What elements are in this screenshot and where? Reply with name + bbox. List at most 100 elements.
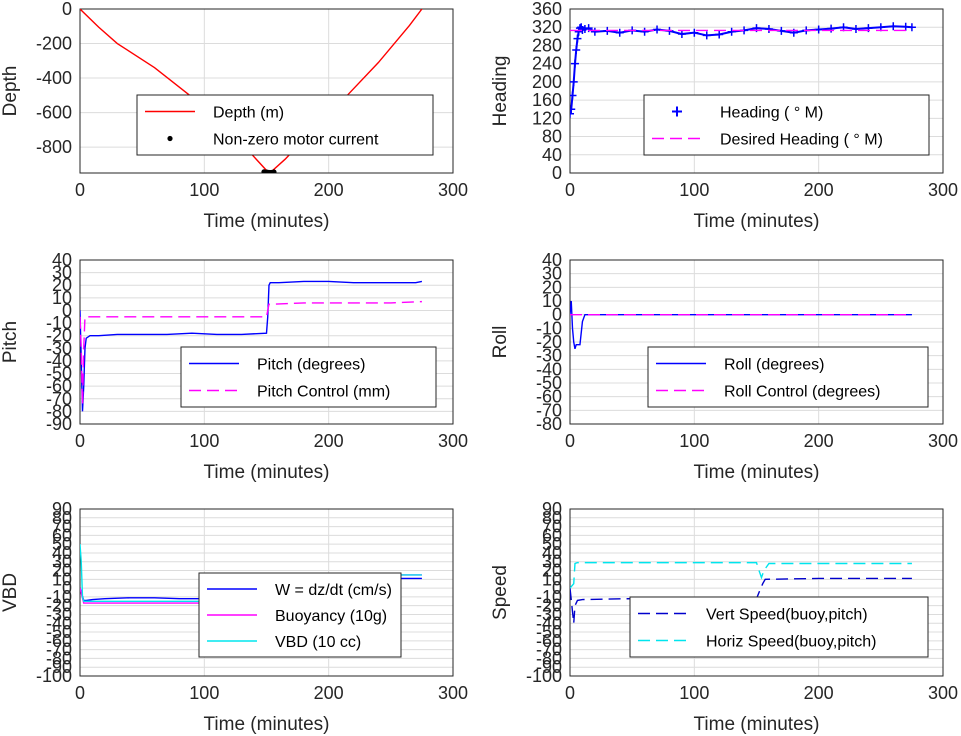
x-tick-label: 100 <box>679 180 709 200</box>
x-tick-label: 100 <box>189 683 219 703</box>
x-tick-label: 200 <box>314 431 344 451</box>
y-tick-label: -10 <box>536 318 562 338</box>
y-tick-label: -60 <box>46 376 72 396</box>
x-axis-label: Time (minutes) <box>694 714 820 735</box>
series-point <box>271 169 277 173</box>
y-tick-label: 240 <box>532 54 562 74</box>
x-tick-label: 0 <box>75 180 85 200</box>
y-tick-label: 10 <box>542 291 562 311</box>
legend: Vert Speed(buoy,pitch) Horiz Speed(buoy,p… <box>629 596 929 658</box>
x-axis-label: Time (minutes) <box>694 462 820 483</box>
subplot-4: 0 100 200 300403020100-10-20-30-40-50-60-70… <box>490 250 958 483</box>
legend-label: Vert Speed(buoy,pitch) <box>706 607 868 624</box>
legend-label: Desired Heading ( ° M) <box>720 132 883 149</box>
y-tick-label: -70 <box>536 400 562 420</box>
y-tick-label: -80 <box>536 648 562 668</box>
y-tick-label: 40 <box>52 250 72 270</box>
y-tick-label: -50 <box>46 364 72 384</box>
y-tick-label: 80 <box>52 508 72 528</box>
x-tick-label: 200 <box>314 180 344 200</box>
y-tick-label: 20 <box>542 277 562 297</box>
legend: Depth (m) Non-zero motor current <box>136 94 434 156</box>
series-point <box>615 28 624 37</box>
y-tick-label: -50 <box>536 373 562 393</box>
y-tick-label: -20 <box>536 332 562 352</box>
x-tick-label: 100 <box>679 683 709 703</box>
y-tick-label: 30 <box>542 264 562 284</box>
y-tick-label: -20 <box>536 596 562 616</box>
y-tick-label: 90 <box>542 499 562 519</box>
series-group <box>570 22 916 118</box>
y-tick-label: 320 <box>532 17 562 37</box>
y-tick-label: 160 <box>532 90 562 110</box>
y-tick-label: -30 <box>46 338 72 358</box>
series-point <box>590 27 599 36</box>
y-tick-label: -600 <box>36 103 72 123</box>
y-tick-label: -10 <box>46 587 72 607</box>
legend-label: Pitch (degrees) <box>257 357 366 374</box>
legend-label: VBD (10 cc) <box>275 634 361 651</box>
y-tick-label: 50 <box>52 534 72 554</box>
y-tick-label: 30 <box>542 552 562 572</box>
x-tick-label: 100 <box>679 431 709 451</box>
legend: W = dz/dt (cm/s) Buoyancy (10g) VBD (10 cc… <box>198 572 402 658</box>
series-line <box>80 280 423 412</box>
y-tick-label: -10 <box>536 587 562 607</box>
y-tick-label: -400 <box>36 68 72 88</box>
y-axis-label: Pitch <box>0 321 21 363</box>
x-tick-label: 0 <box>565 431 575 451</box>
y-tick-label: 90 <box>52 499 72 519</box>
x-tick-label: 300 <box>928 431 958 451</box>
x-axis-label: Time (minutes) <box>694 211 820 232</box>
y-tick-label: -80 <box>46 648 72 668</box>
legend: Roll (degrees) Roll Control (degrees) <box>647 346 929 408</box>
y-tick-label: -50 <box>536 622 562 642</box>
series-point <box>640 27 649 36</box>
series-point <box>690 28 699 37</box>
x-axis-label: Time (minutes) <box>204 211 330 232</box>
y-tick-label: -40 <box>46 613 72 633</box>
y-tick-label: 80 <box>542 508 562 528</box>
series-point <box>727 27 736 36</box>
y-tick-label: -30 <box>46 604 72 624</box>
series-point <box>570 109 574 118</box>
y-tick-label: 20 <box>52 561 72 581</box>
legend-box <box>643 94 930 156</box>
series-point <box>764 25 773 34</box>
y-tick-label: 10 <box>52 569 72 589</box>
legend-box <box>180 346 437 408</box>
y-tick-label: 40 <box>52 543 72 563</box>
series-point <box>570 77 578 86</box>
legend-label: Heading ( ° M) <box>720 105 823 122</box>
y-tick-label: 80 <box>542 127 562 147</box>
y-tick-label: -10 <box>46 313 72 333</box>
series-point <box>573 34 582 43</box>
y-axis-label: Speed <box>490 565 511 620</box>
y-tick-label: -40 <box>46 351 72 371</box>
x-axis-label: Time (minutes) <box>204 462 330 483</box>
series-line <box>80 300 422 406</box>
series-point <box>827 24 836 33</box>
y-tick-label: -90 <box>46 657 72 677</box>
series-point <box>677 30 686 39</box>
x-tick-label: 200 <box>804 180 834 200</box>
y-tick-label: 0 <box>552 163 562 183</box>
y-tick-label: -60 <box>536 631 562 651</box>
legend-label: W = dz/dt (cm/s) <box>275 582 392 599</box>
legend-label: Depth (m) <box>213 105 284 122</box>
series-point <box>907 23 916 32</box>
series-group <box>80 9 423 173</box>
series-group <box>80 280 423 412</box>
series-point <box>702 31 711 40</box>
y-tick-label: 60 <box>52 525 72 545</box>
series-point <box>814 25 823 34</box>
subplot-6: 0 100 200 3009080706050403020100-10-20-30-4… <box>490 499 958 735</box>
y-tick-label: 10 <box>542 569 562 589</box>
series-point <box>851 25 860 34</box>
legend-label: Pitch Control (mm) <box>257 384 390 401</box>
y-axis-label: VBD <box>0 573 21 612</box>
x-tick-label: 300 <box>438 683 468 703</box>
series-point <box>572 46 581 54</box>
y-tick-label: -20 <box>46 326 72 346</box>
